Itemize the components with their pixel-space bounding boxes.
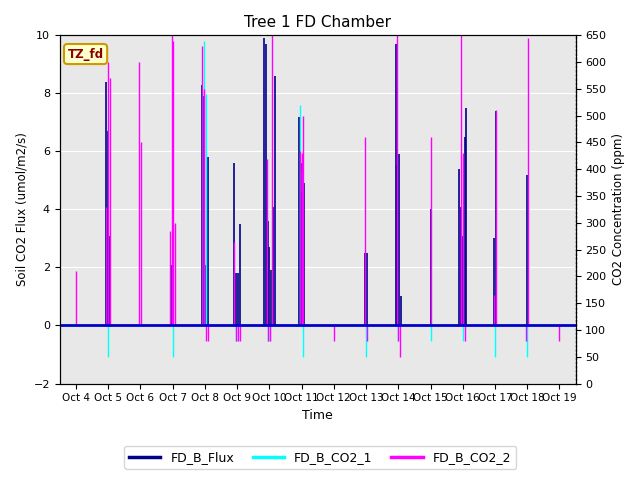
X-axis label: Time: Time [302, 409, 333, 422]
Legend: FD_B_Flux, FD_B_CO2_1, FD_B_CO2_2: FD_B_Flux, FD_B_CO2_1, FD_B_CO2_2 [124, 446, 516, 469]
Title: Tree 1 FD Chamber: Tree 1 FD Chamber [244, 15, 391, 30]
Text: TZ_fd: TZ_fd [67, 48, 104, 60]
Y-axis label: Soil CO2 Flux (umol/m2/s): Soil CO2 Flux (umol/m2/s) [15, 132, 28, 287]
Y-axis label: CO2 Concentration (ppm): CO2 Concentration (ppm) [612, 133, 625, 286]
